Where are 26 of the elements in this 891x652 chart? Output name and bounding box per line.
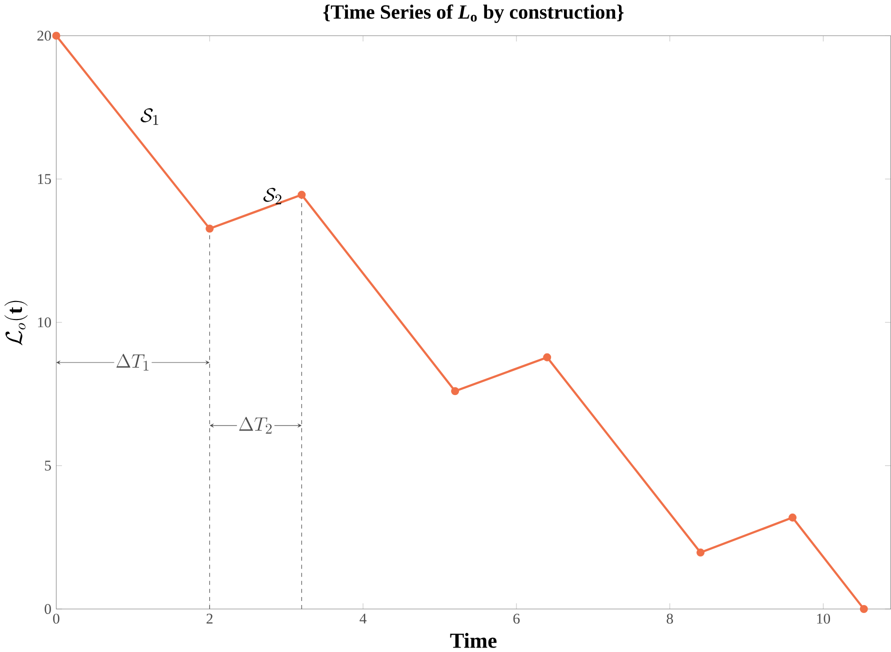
point [52, 31, 60, 40]
point [543, 353, 552, 362]
y-tick-label: 5 [45, 460, 51, 470]
x-tick-label: 0 [53, 614, 60, 624]
y-tick-label: 10 [38, 317, 51, 328]
y-tick-label: 20 [37, 30, 51, 40]
point [860, 604, 868, 613]
x-tick-label: 10 [817, 614, 830, 624]
point [788, 513, 797, 522]
annotation: $\mathcal{S}_2$ [263, 188, 282, 204]
y-axis-title: $\mathcal{L}_o\mathbf{(t)}$ [4, 300, 28, 346]
point [206, 224, 214, 232]
chart-title: {Time Series of L$_{o}$ by construction} [323, 4, 624, 23]
point [298, 190, 306, 199]
y-tick-label: 15 [38, 174, 51, 184]
point [451, 386, 460, 395]
y-tick-label: 0 [44, 604, 51, 614]
x-tick-label: 8 [666, 614, 673, 624]
annotation: $\mathcal{S}_1$ [140, 108, 158, 125]
x-axis-title: Time [450, 632, 497, 648]
x-tick-label: 4 [360, 614, 366, 624]
x-tick-label: 2 [206, 614, 213, 624]
point [696, 548, 705, 556]
annotation: $\Delta T_1$ [116, 354, 148, 370]
annotation: $\Delta T_2$ [239, 416, 272, 434]
x-tick-label: 6 [513, 614, 520, 624]
